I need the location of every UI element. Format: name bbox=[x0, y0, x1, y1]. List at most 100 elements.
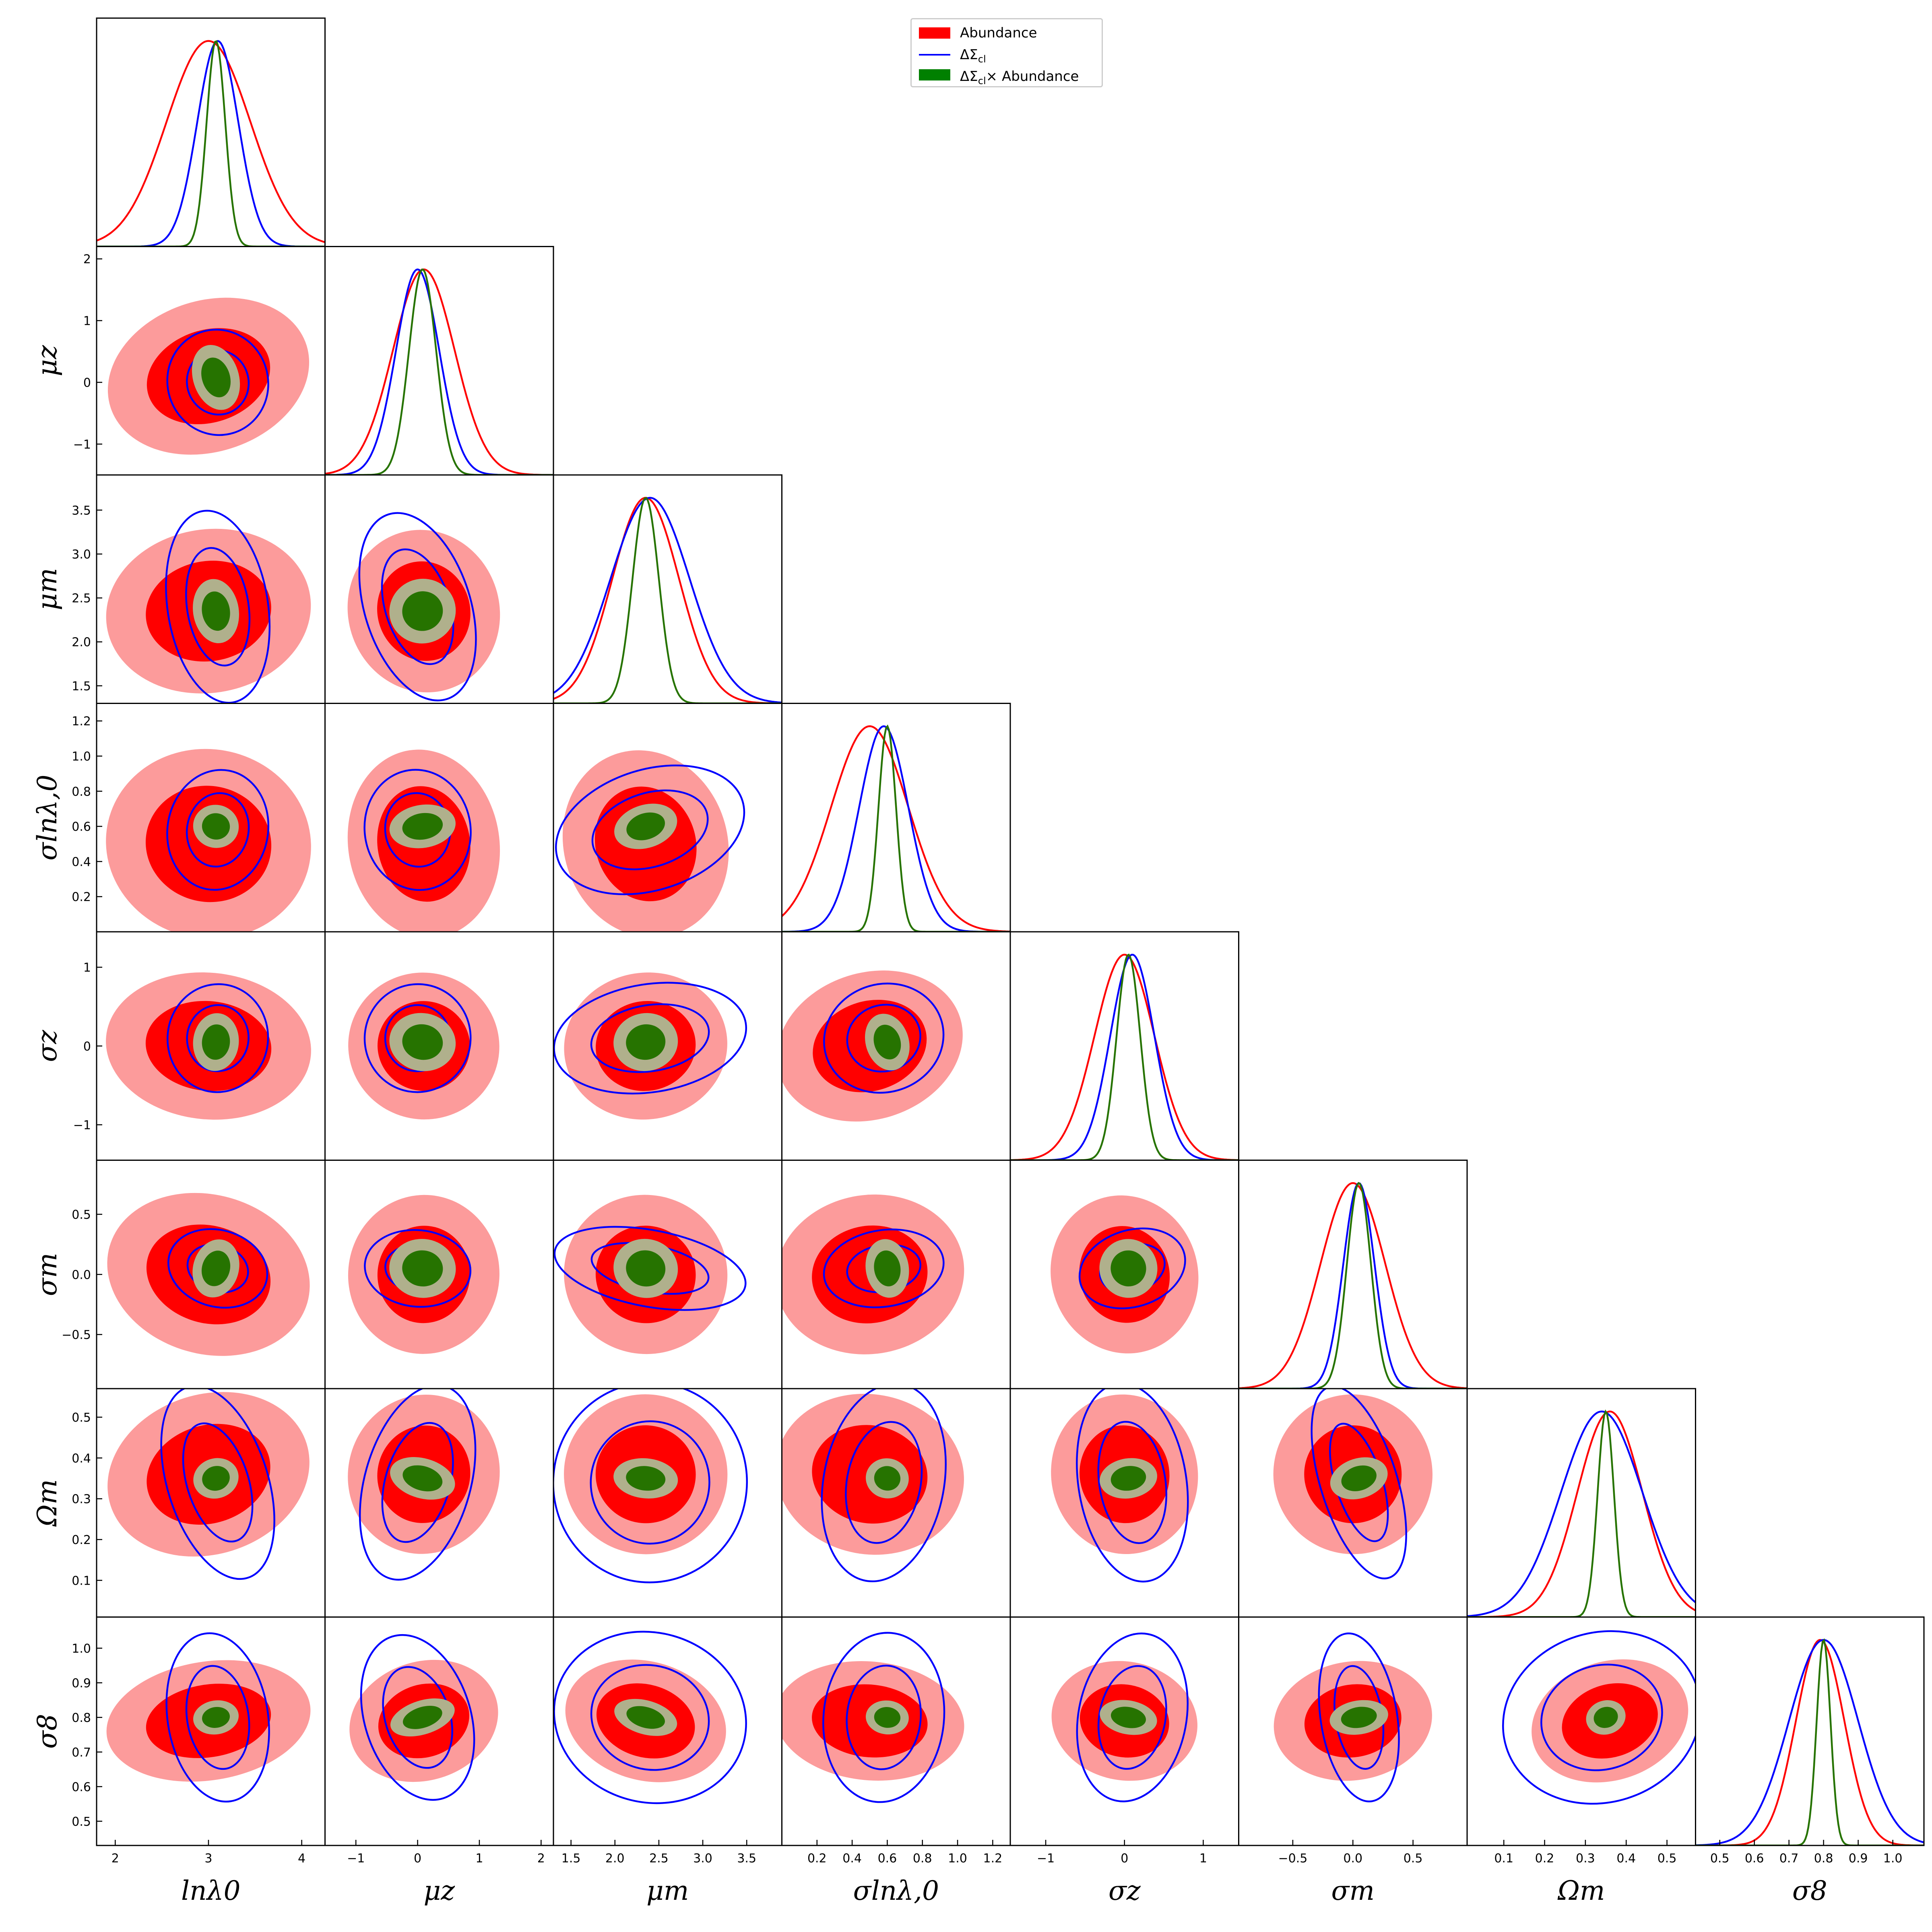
y-tick-label: 0.2 bbox=[72, 890, 91, 904]
plot-area bbox=[1502, 1630, 1696, 1805]
contour-outer-ΔΣcl bbox=[822, 1632, 945, 1803]
plot-area bbox=[347, 749, 500, 932]
y-axis-label: Ωm bbox=[32, 1479, 63, 1527]
contour-inner-ΔΣcl× Abundance bbox=[201, 357, 231, 398]
contour-inner-ΔΣcl bbox=[590, 1003, 710, 1073]
x-tick-label: 1 bbox=[1199, 1852, 1207, 1866]
y-tick-label: 0.4 bbox=[72, 855, 91, 869]
panel-marginal-Omega_m bbox=[1466, 1388, 1696, 1618]
y-tick-label: 3.0 bbox=[72, 547, 91, 561]
x-tick-label: 2.0 bbox=[605, 1852, 625, 1866]
x-tick-label: 0.7 bbox=[1779, 1852, 1799, 1866]
y-tick-label: 0.1 bbox=[72, 1574, 91, 1588]
x-axis-label: μz bbox=[423, 1875, 455, 1906]
y-tick-label: 0.3 bbox=[72, 1492, 91, 1507]
contour-inner-ΔΣcl× Abundance bbox=[202, 591, 230, 631]
panel-sigma_m-vs-sigma_8: −0.5 0.0 0.5 σm bbox=[1238, 1616, 1468, 1906]
plot-area bbox=[106, 1632, 311, 1803]
plot-area bbox=[782, 724, 1010, 932]
contour-inner-ΔΣcl× Abundance bbox=[874, 1466, 901, 1491]
y-tick-label: 1.0 bbox=[72, 1642, 91, 1656]
x-tick-label: 1.2 bbox=[983, 1852, 1002, 1866]
panel-sigma_lnlambda0-vs-sigma_8: 0.2 0.4 0.6 0.8 1.0 1.2 σlnλ,0 bbox=[781, 1616, 1011, 1906]
contour-outer-ΔΣcl bbox=[1076, 1389, 1189, 1583]
contour-inner-ΔΣcl× Abundance bbox=[874, 1250, 901, 1286]
panel-lnlambda0-vs-mu_m: 1.5 2.0 2.5 3.0 3.5 μm bbox=[32, 474, 326, 704]
density-curve-Abundance bbox=[1010, 954, 1239, 1160]
density-curve-ΔΣcl bbox=[1695, 1639, 1924, 1845]
plot-area bbox=[325, 268, 553, 475]
y-tick-label: 0.9 bbox=[72, 1676, 91, 1690]
y-tick-label: 2.5 bbox=[72, 592, 91, 606]
y-tick-label: 1.0 bbox=[72, 749, 91, 764]
panel-lnlambda0-vs-Omega_m: 0.1 0.2 0.3 0.4 0.5 Ωm bbox=[32, 1388, 326, 1618]
y-tick-label: 0.0 bbox=[72, 1268, 91, 1282]
contour-outer-ΔΣcl bbox=[1318, 1632, 1400, 1802]
x-tick-label: 0.8 bbox=[913, 1852, 932, 1866]
y-tick-label: 0.8 bbox=[72, 1711, 91, 1725]
y-tick-label: 1 bbox=[83, 314, 91, 328]
density-curve-Abundance bbox=[553, 497, 782, 704]
density-curve-ΔΣcl× Abundance bbox=[553, 497, 782, 704]
density-curve-ΔΣcl× Abundance bbox=[1467, 1409, 1696, 1617]
contour-outer-ΔΣcl bbox=[160, 1389, 275, 1580]
contour-inner-ΔΣcl× Abundance bbox=[874, 1707, 901, 1728]
panel-marginal-sigma_lnlambda0 bbox=[781, 703, 1011, 933]
plot-area bbox=[782, 1194, 964, 1354]
legend-swatch-dsigma bbox=[919, 54, 950, 56]
panel-frame bbox=[1466, 1388, 1696, 1618]
panel-mu_m-vs-Omega_m bbox=[553, 1388, 782, 1618]
y-tick-label: 0.5 bbox=[72, 1208, 91, 1222]
contour-inner-ΔΣcl× Abundance bbox=[201, 1251, 231, 1286]
plot-area bbox=[107, 1193, 310, 1356]
contour-inner-ΔΣcl× Abundance bbox=[1341, 1465, 1377, 1491]
plot-area bbox=[782, 970, 963, 1122]
contour-inner-ΔΣcl× Abundance bbox=[202, 1466, 230, 1491]
contour-inner-ΔΣcl× Abundance bbox=[1593, 1707, 1618, 1728]
x-tick-label: 0.6 bbox=[878, 1852, 897, 1866]
contour-outer-ΔΣcl bbox=[165, 1632, 270, 1803]
density-curve-ΔΣcl bbox=[782, 725, 1010, 932]
panel-frame bbox=[1695, 1616, 1925, 1846]
panel-mu_z-vs-sigma_lnlambda0 bbox=[324, 703, 554, 933]
panel-lnlambda0-vs-sigma_lnlambda0: 0.2 0.4 0.6 0.8 1.0 1.2 σlnλ,0 bbox=[32, 703, 326, 933]
contour-outer-ΔΣcl bbox=[823, 1228, 945, 1309]
plot-area bbox=[1467, 1409, 1696, 1617]
contour-inner-ΔΣcl bbox=[1097, 1421, 1168, 1544]
density-curve-ΔΣcl bbox=[1010, 954, 1239, 1160]
plot-area bbox=[1238, 1182, 1467, 1389]
contour-outer-ΔΣcl bbox=[553, 1631, 747, 1804]
panel-marginal-sigma_m bbox=[1238, 1160, 1468, 1389]
panel-mu_z-vs-sigma_8: −1 0 1 2 μz bbox=[324, 1616, 554, 1906]
contour-outer-ΔΣcl bbox=[166, 983, 269, 1093]
contour-inner-ΔΣcl bbox=[185, 547, 251, 667]
panel-mu_m-vs-sigma_lnlambda0 bbox=[553, 703, 782, 933]
plot-area bbox=[553, 972, 747, 1120]
contour-inner-ΔΣcl bbox=[1540, 1664, 1663, 1771]
contour-inner-ΔΣcl× Abundance bbox=[1110, 1250, 1146, 1287]
x-axis-label: σm bbox=[1331, 1875, 1375, 1906]
contour-inner-ΔΣcl× Abundance bbox=[402, 1705, 442, 1729]
plot-area bbox=[1051, 1195, 1199, 1354]
x-tick-label: 0 bbox=[1121, 1852, 1128, 1866]
plot-area bbox=[106, 510, 311, 704]
panel-marginal-lnlambda0 bbox=[96, 17, 326, 247]
panel-mu_m-vs-sigma_z bbox=[553, 931, 782, 1161]
contour-outer-ΔΣcl bbox=[363, 769, 472, 891]
x-tick-label: 0.5 bbox=[1710, 1852, 1730, 1866]
contour-outer-ΔΣcl bbox=[363, 983, 472, 1093]
x-axis-label: lnλ0 bbox=[181, 1875, 240, 1906]
contour-outer-ΔΣcl bbox=[821, 1389, 947, 1583]
contour-outer-ΔΣcl bbox=[1076, 1633, 1189, 1802]
contour-inner-ΔΣcl bbox=[185, 1665, 250, 1770]
contour-inner-ΔΣcl× Abundance bbox=[873, 1024, 901, 1060]
contour-inner-ΔΣcl× Abundance bbox=[626, 1250, 666, 1287]
panel-lnlambda0-vs-sigma_z: −1 0 1 σz bbox=[32, 931, 326, 1161]
contour-inner-ΔΣcl× Abundance bbox=[202, 1024, 230, 1060]
x-tick-label: 1.5 bbox=[561, 1852, 581, 1866]
y-tick-label: 0 bbox=[83, 376, 91, 390]
legend-swatch-abundance bbox=[919, 27, 950, 39]
y-tick-label: 1.5 bbox=[72, 679, 91, 694]
x-tick-label: 0.5 bbox=[1657, 1852, 1677, 1866]
